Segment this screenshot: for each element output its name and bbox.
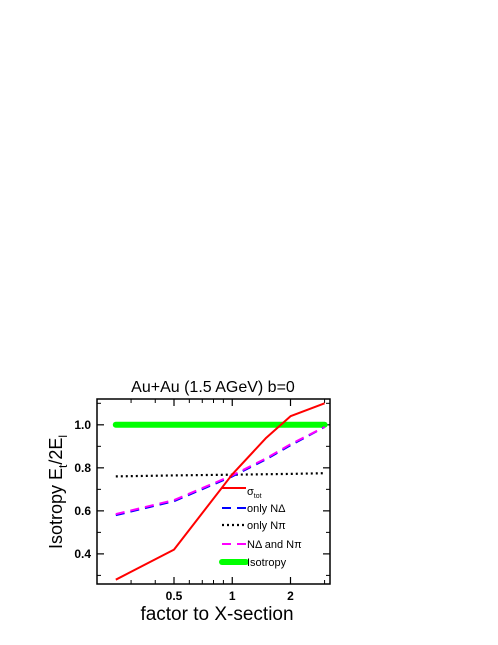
y-axis: 0.4 0.6 0.8 1.0 bbox=[74, 402, 330, 576]
y-axis-label-sub2: l bbox=[56, 435, 70, 438]
series-line-3 bbox=[115, 426, 326, 516]
legend-label-4: Isotropy bbox=[247, 557, 287, 569]
x-tick-label: 2 bbox=[287, 589, 294, 603]
series-line-0 bbox=[115, 402, 325, 581]
x-tick-label: 0.5 bbox=[166, 589, 183, 603]
chart-title: Au+Au (1.5 AGeV) b=0 bbox=[131, 379, 295, 396]
y-axis-label-mid: /2E bbox=[46, 438, 66, 465]
y-axis-label-base: Isotropy E bbox=[46, 468, 66, 549]
y-tick-label: 0.4 bbox=[74, 547, 91, 561]
legend-label-0: σtot bbox=[247, 486, 262, 500]
y-axis-label-sub1: t bbox=[56, 464, 70, 468]
x-axis: 0.5 1 2 bbox=[130, 399, 326, 603]
x-tick-label: 1 bbox=[229, 589, 236, 603]
legend-label-3: NΔ and Nπ bbox=[247, 539, 302, 551]
y-axis-label: Isotropy Et/2El bbox=[46, 435, 70, 549]
x-axis-label: factor to X-section bbox=[140, 604, 293, 625]
series-line-2 bbox=[115, 472, 325, 478]
series-layer bbox=[112, 402, 328, 581]
series-line-1 bbox=[115, 426, 326, 517]
legend: σtot only NΔ only Nπ NΔ and Nπ Isotropy bbox=[219, 486, 302, 569]
legend-label-2: only Nπ bbox=[247, 520, 286, 532]
y-tick-label: 0.8 bbox=[74, 461, 91, 475]
y-tick-label: 1.0 bbox=[74, 418, 91, 432]
legend-label-1: only NΔ bbox=[247, 503, 286, 515]
y-tick-label: 0.6 bbox=[74, 504, 91, 518]
